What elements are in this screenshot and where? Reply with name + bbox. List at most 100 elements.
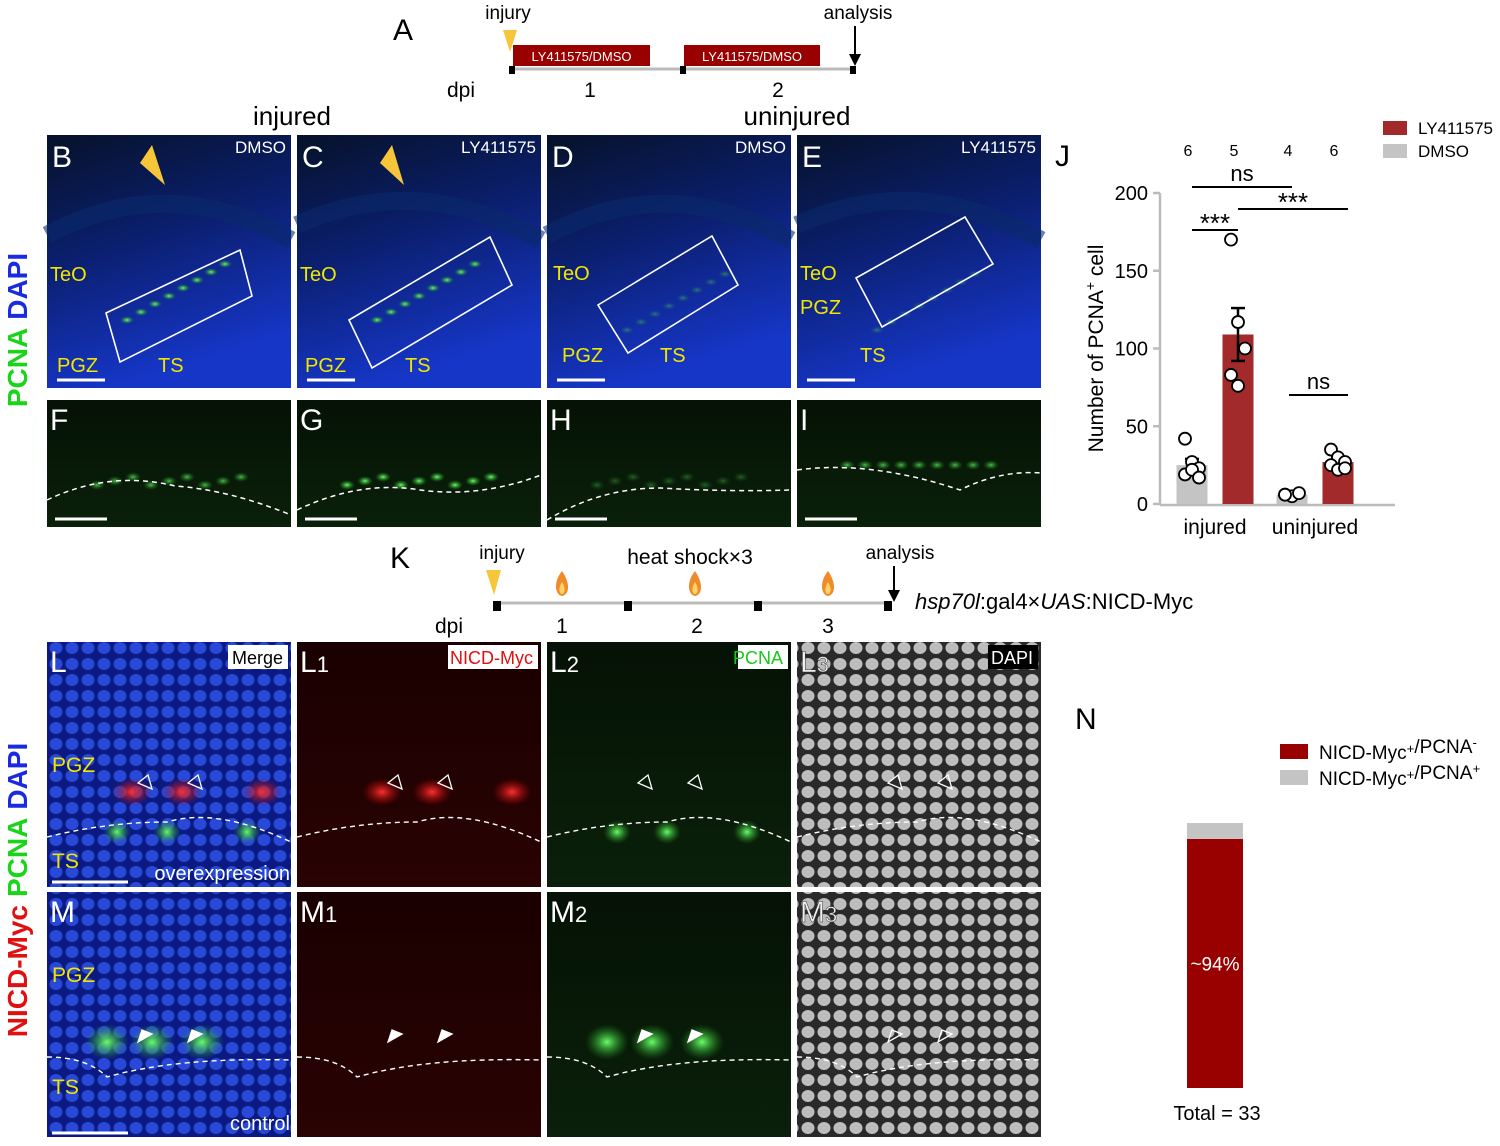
data-point: [1224, 232, 1238, 247]
micrograph: [547, 400, 791, 527]
pcna-signal: [630, 1024, 674, 1060]
pcna-signal: [697, 480, 713, 490]
pcna-signal: [218, 260, 232, 268]
panel-label: I: [800, 404, 808, 437]
channel-tag-box: [738, 645, 788, 669]
sample-size: 4: [1284, 143, 1293, 160]
arrowhead-marker: [636, 1029, 654, 1044]
pcna-signal: [468, 260, 482, 268]
arrowhead-marker: [436, 773, 454, 791]
condition-label: control: [230, 1113, 290, 1135]
sample-size: 5: [1230, 143, 1239, 160]
column-label: uninjured: [744, 101, 851, 131]
nicd-signal: [162, 778, 202, 806]
arrowhead-marker: [686, 1029, 704, 1044]
pcna-signal: [233, 472, 249, 482]
tissue-fold: [42, 194, 296, 248]
micrograph: [547, 642, 791, 887]
data-point: [1338, 461, 1352, 476]
pcna-signal: [429, 472, 445, 482]
region-label: TeO: [800, 263, 837, 285]
timeline-end: analysis: [866, 543, 935, 564]
micrograph: [297, 642, 541, 887]
panel-label: E: [802, 141, 822, 174]
analysis-arrowhead: [849, 54, 861, 66]
panel-subscript: 3: [817, 652, 829, 677]
data-point: [1292, 486, 1306, 501]
roi-box: [347, 235, 514, 370]
region-label: PGZ: [562, 345, 603, 367]
legend-swatch: [1280, 744, 1308, 759]
data-point: [1178, 431, 1192, 446]
pcna-signal: [125, 472, 141, 482]
panel-letter: L: [300, 646, 317, 679]
data-point: [1238, 341, 1252, 356]
boundary-line: [796, 466, 1042, 491]
pcna-signal: [661, 476, 677, 486]
data-point: [1192, 470, 1206, 485]
pcna-signal: [176, 284, 190, 292]
panel-subscript: 3: [825, 902, 837, 927]
roi-box: [105, 248, 253, 364]
legend-label: DMSO: [1418, 142, 1469, 161]
genotype-part: :NICD-Myc: [1086, 589, 1194, 614]
sample-size: 6: [1330, 143, 1339, 160]
timeline-end: analysis: [824, 3, 893, 24]
pcna-signal: [454, 268, 468, 276]
panel-label: L: [50, 646, 67, 679]
significance-label: ***: [1278, 187, 1308, 217]
flame-core: [692, 582, 698, 594]
pcna-signal: [676, 294, 690, 302]
y-tick-label: 0: [1137, 494, 1148, 516]
panel-label: G: [300, 404, 323, 437]
significance-label: ns: [1230, 161, 1253, 186]
data-point: [1224, 368, 1238, 382]
legend-swatch: [1280, 770, 1308, 785]
timeline-tick: [754, 601, 762, 611]
x-tick-label: injured: [1183, 516, 1246, 539]
timeline-tick: [509, 66, 515, 74]
panel-letter: L: [800, 646, 817, 679]
pcna-signal: [983, 460, 999, 470]
stain-label: PCNA DAPI: [2, 253, 33, 407]
micrograph: [797, 892, 1041, 1137]
panel-letter: M: [550, 896, 575, 929]
nicd-signal: [362, 778, 402, 806]
pcna-signal: [893, 460, 909, 470]
genotype: hsp70l:gal4×UAS:NICD-Myc: [915, 589, 1193, 614]
stain-word: PCNA: [2, 818, 33, 897]
nicd-signal: [112, 778, 152, 806]
value-label: ~94%: [1190, 954, 1239, 975]
pcna-signal: [233, 820, 261, 844]
arrowhead-marker: [886, 1029, 904, 1044]
pcna-signal: [85, 1024, 129, 1060]
panel-label: K: [390, 542, 410, 575]
timeline-tick: [493, 601, 501, 611]
tissue-fold: [793, 191, 1046, 248]
pcna-signal: [370, 316, 384, 324]
pcna-signal: [483, 472, 499, 482]
arrowhead-marker: [936, 773, 954, 791]
pcna-signal: [625, 472, 641, 482]
micrograph: [47, 135, 291, 388]
treatment-tag: DMSO: [235, 138, 286, 157]
channel-tag-box: [228, 645, 288, 669]
nicd-signal: [412, 778, 452, 806]
treatment-tag: LY411575: [461, 138, 536, 157]
timeline-day: 1: [556, 615, 568, 638]
boundary-line: [546, 1056, 792, 1078]
pcna-signal: [607, 476, 623, 486]
data-point: [1231, 378, 1245, 393]
arrowhead-marker: [436, 1029, 454, 1044]
region-label: PGZ: [52, 964, 95, 987]
pcna-signal: [643, 480, 659, 490]
arrowhead-marker: [386, 1029, 404, 1044]
micrograph: [297, 135, 541, 388]
pcna-signal: [465, 476, 481, 486]
pcna-signal: [357, 476, 373, 486]
pcna-signal: [153, 820, 181, 844]
pcna-signal: [603, 820, 631, 844]
region-label: PGZ: [800, 297, 841, 319]
panel-label: M2: [550, 896, 587, 929]
pcna-signal: [197, 480, 213, 490]
